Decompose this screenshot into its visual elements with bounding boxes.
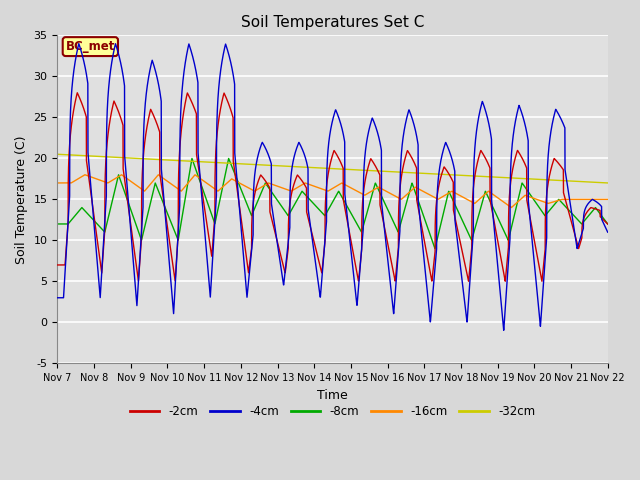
Title: Soil Temperatures Set C: Soil Temperatures Set C: [241, 15, 424, 30]
Legend: -2cm, -4cm, -8cm, -16cm, -32cm: -2cm, -4cm, -8cm, -16cm, -32cm: [125, 401, 540, 423]
X-axis label: Time: Time: [317, 389, 348, 402]
Text: BC_met: BC_met: [66, 40, 115, 53]
Y-axis label: Soil Temperature (C): Soil Temperature (C): [15, 135, 28, 264]
